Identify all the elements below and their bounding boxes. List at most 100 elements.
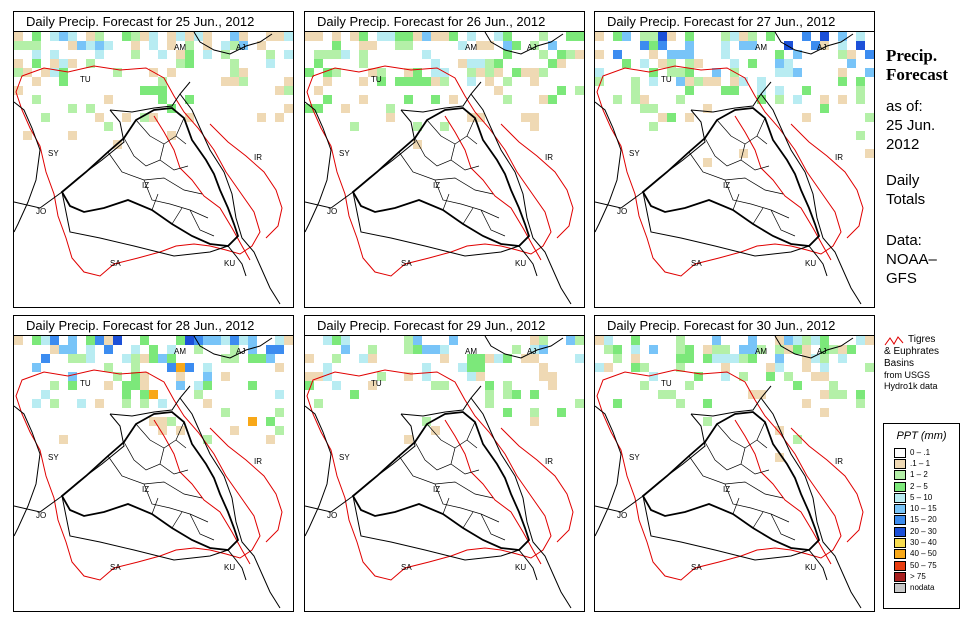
map-label-sy: SY [339,453,350,462]
precip-cell [122,390,131,399]
precip-cell [721,372,730,381]
precip-cell [221,41,230,50]
map-label-ku: KU [224,259,235,268]
precip-cell [485,41,494,50]
precip-cell [793,336,802,345]
panel-title: Daily Precip. Forecast for 27 Jun., 2012 [595,12,874,32]
precip-cell [68,381,77,390]
precip-cell [703,417,712,426]
province-border [151,193,183,225]
basin-boundary [500,123,574,239]
precip-cell [539,372,548,381]
map-label-iz: IZ [142,485,149,494]
precip-cell [548,381,557,390]
precip-cell [440,77,449,86]
precip-cell [548,372,557,381]
precip-cell [305,381,314,390]
precip-cell [68,104,77,113]
precip-cell [467,59,476,68]
precip-cell [323,372,332,381]
precip-cell [649,50,658,59]
precip-cell [359,50,368,59]
map-label-aj: AJ [236,347,245,356]
precip-cell [748,59,757,68]
precip-cell [131,372,140,381]
forecast-map: AM AJ TU SY IR JO SA KU IZ [595,32,875,305]
precip-cell [341,104,350,113]
precip-cell [575,336,584,345]
precip-cell [359,95,368,104]
precip-cell [422,417,431,426]
legend-row: nodata [884,583,959,594]
map-label-ku: KU [805,259,816,268]
province-border [189,209,215,237]
forecast-map: AM AJ TU SY IR JO SA KU IZ [14,32,293,305]
precip-cell [476,41,485,50]
precip-cell [23,131,32,140]
precip-cell [395,41,404,50]
precip-cell [248,336,257,345]
map-label-sa: SA [401,259,412,268]
map-label-sa: SA [691,563,702,572]
precip-cell [131,354,140,363]
map-label-am: AM [755,347,767,356]
sidebar-totals: Daily Totals [886,172,926,208]
precip-cell [323,68,332,77]
precip-cell [874,77,875,86]
precip-cell [458,59,467,68]
basin-line-icon [884,336,904,346]
map-label-jo: JO [617,511,627,520]
precip-cell [721,32,730,41]
precip-cell [820,408,829,417]
map-label-iz: IZ [142,181,149,190]
precip-cell [32,95,41,104]
precip-cell [703,77,712,86]
precip-cell [359,77,368,86]
legend-row: 10 – 15 [884,503,959,515]
country-border [14,191,63,209]
country-border [690,385,772,417]
precip-cell [95,336,104,345]
basin-boundary [790,123,864,239]
precip-cell [820,95,829,104]
precip-cell [368,68,377,77]
precip-cell [203,363,212,372]
precip-cell [203,32,212,41]
legend-label: 2 – 5 [910,481,928,491]
map-label-am: AM [174,43,186,52]
precip-cell [485,354,494,363]
precip-cell [167,345,176,354]
precip-cell [275,113,284,122]
coastline [774,336,854,359]
basin-boundary [596,369,842,581]
precip-cell [50,59,59,68]
precip-cell [539,68,548,77]
precip-cell [68,354,77,363]
precip-cell [377,372,386,381]
precip-cell [458,41,467,50]
precip-cell [305,104,314,113]
precip-cell [676,68,685,77]
precip-cell [104,95,113,104]
precip-cell [32,363,41,372]
precip-cell [230,32,239,41]
precip-cell [811,354,820,363]
precip-cell [667,32,676,41]
precip-cell [14,59,23,68]
precip-cell [512,68,521,77]
precip-cell [494,59,503,68]
precip-cell [431,59,440,68]
precip-cell [332,32,341,41]
precip-cell [68,345,77,354]
precip-cell [640,59,649,68]
legend-label: nodata [910,583,935,593]
map-label-tu: TU [80,379,91,388]
precip-cell [185,95,194,104]
precip-cell [194,345,203,354]
precip-cell [266,50,275,59]
precip-cell [185,32,194,41]
precip-cell [104,381,113,390]
precip-cell [584,50,585,59]
precip-cell [856,86,865,95]
province-border [732,193,764,225]
